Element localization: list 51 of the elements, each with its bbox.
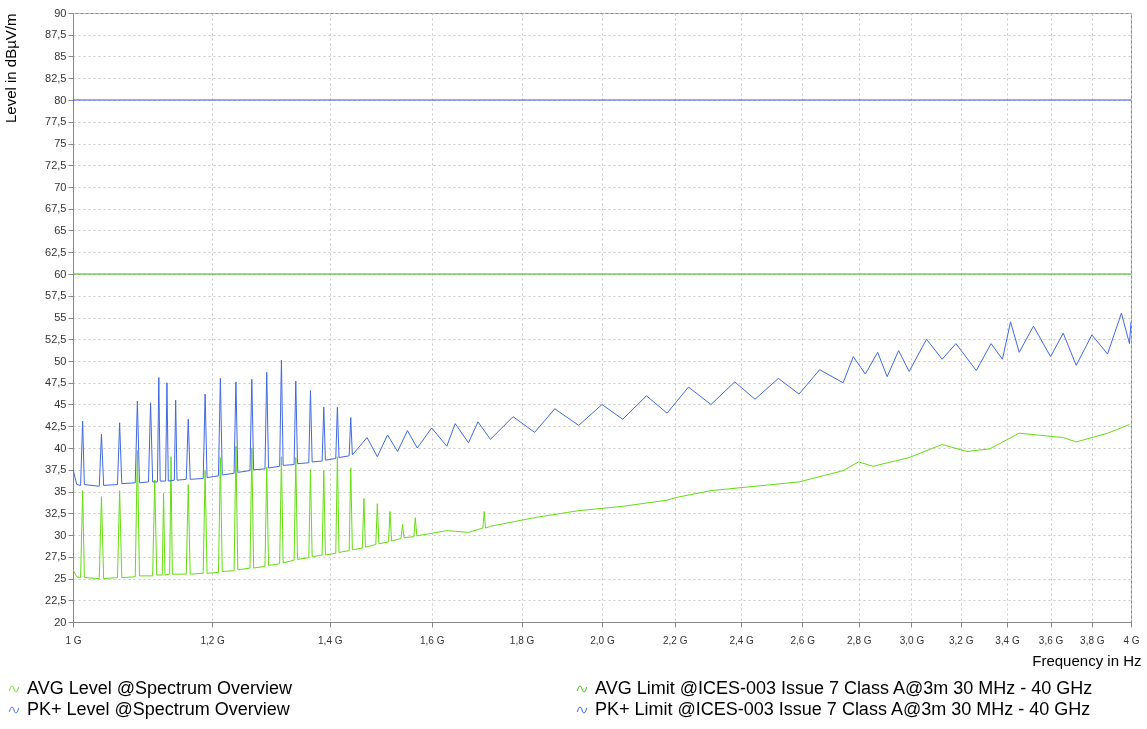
y-tick-label: 37,5 (45, 463, 67, 476)
x-tick-label: 1 G (65, 634, 82, 646)
x-tick-label: 2,0 G (590, 634, 615, 646)
y-tick-label: 20 (54, 615, 67, 628)
y-tick-label: 42,5 (45, 419, 67, 432)
y-tick-label: 35 (54, 485, 67, 497)
legend-label: AVG Limit @ICES-003 Issue 7 Class A@3m 30 MHz - 40 GHz (595, 678, 1093, 698)
y-tick-label: 62,5 (45, 245, 67, 258)
x-tick-label: 2,4 G (729, 634, 755, 646)
y-tick-label: 27,5 (45, 550, 67, 563)
y-tick-label: 77,5 (45, 115, 67, 128)
x-tick-label: 4 G (1123, 634, 1140, 646)
y-tick-label: 60 (54, 267, 67, 280)
x-tick-label: 3,2 G (948, 634, 974, 646)
y-tick-label: 67,5 (45, 202, 67, 215)
x-tick-label: 3,4 G (995, 634, 1020, 646)
y-tick-label: 65 (54, 224, 67, 236)
x-tick-label: 3,0 G (899, 634, 925, 646)
y-tick-label: 45 (54, 398, 67, 410)
x-tick-label: 2,2 G (663, 634, 688, 646)
x-tick-label: 2,6 G (790, 634, 816, 646)
x-tick-label: 1,8 G (509, 634, 535, 646)
x-tick-label: 3,8 G (1080, 634, 1105, 646)
y-tick-label: 22,5 (45, 593, 67, 606)
y-tick-label: 52,5 (45, 332, 67, 345)
y-tick-label: 50 (54, 354, 67, 367)
legend-label: PK+ Level @Spectrum Overview (27, 699, 291, 719)
y-tick-label: 80 (54, 93, 67, 106)
x-tick-label: 1,4 G (318, 634, 343, 646)
y-tick-label: 87,5 (45, 28, 67, 41)
x-tick-label: 1,2 G (200, 634, 226, 646)
x-tick-label: 2,8 G (847, 634, 872, 646)
x-axis-title: Frequency in Hz (1032, 651, 1142, 669)
y-tick-label: 72,5 (45, 158, 67, 171)
y-tick-label: 30 (54, 528, 67, 541)
y-tick-label: 32,5 (45, 506, 67, 519)
legend-label: AVG Level @Spectrum Overview (27, 678, 294, 698)
y-tick-label: 55 (54, 311, 67, 323)
legend-label: PK+ Limit @ICES-003 Issue 7 Class A@3m 30 MHz - 40 GHz (595, 699, 1091, 719)
y-axis-title: Level in dBµV/m (1, 13, 19, 124)
y-tick-label: 40 (54, 441, 67, 454)
x-tick-label: 1,6 G (419, 634, 445, 646)
y-tick-label: 25 (54, 572, 67, 584)
y-tick-label: 47,5 (45, 376, 67, 389)
y-tick-label: 70 (54, 180, 67, 193)
x-tick-label: 3,6 G (1038, 634, 1064, 646)
y-tick-label: 75 (54, 137, 67, 149)
y-tick-label: 57,5 (45, 289, 67, 302)
y-tick-label: 82,5 (45, 71, 67, 84)
y-tick-label: 85 (54, 50, 67, 62)
y-tick-label: 90 (54, 6, 67, 19)
